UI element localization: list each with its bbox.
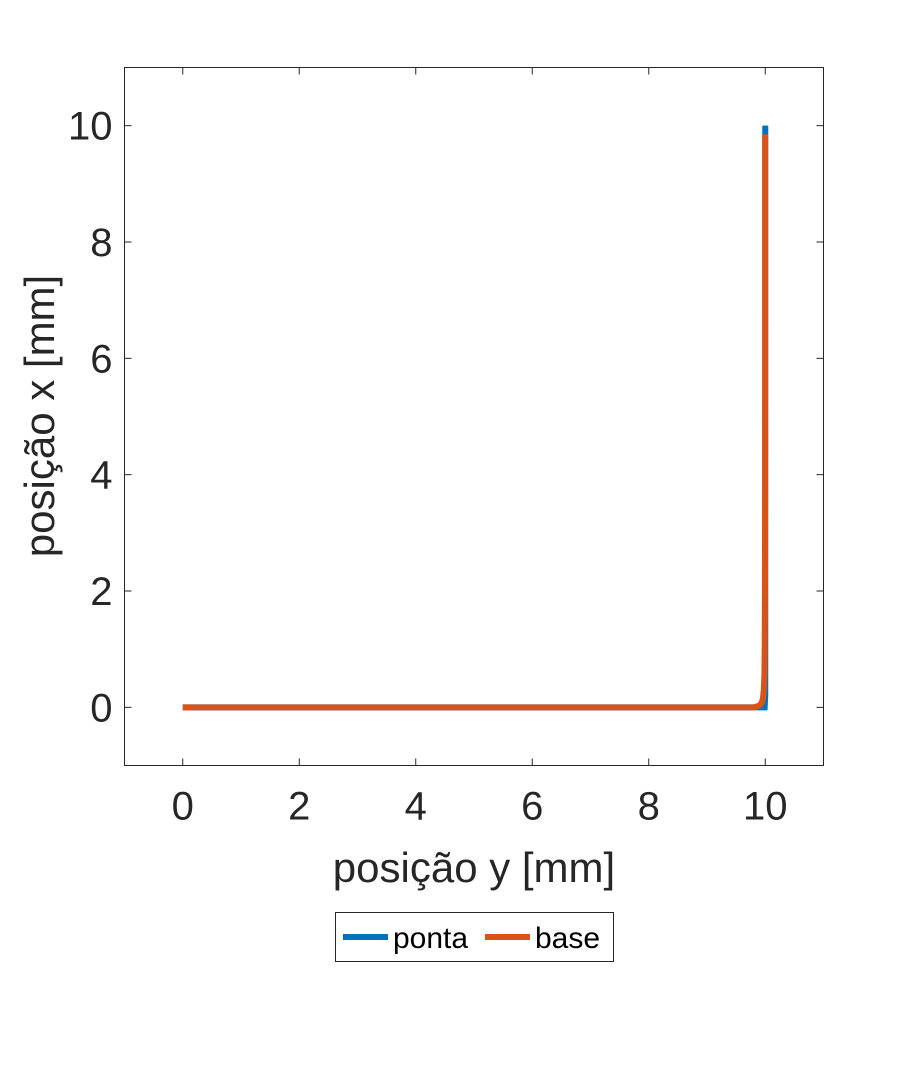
series-layer [182, 125, 769, 711]
x-tick-label: 2 [288, 785, 310, 829]
y-tick-label: 0 [90, 686, 112, 730]
y-tick-label: 10 [68, 105, 113, 149]
x-tick-label: 6 [521, 785, 543, 829]
x-tick-label: 4 [405, 785, 427, 829]
x-tick-label: 10 [743, 785, 788, 829]
y-axis-label: posição x [mm] [16, 275, 63, 557]
x-tick-labels: 0 2 4 6 8 10 [172, 785, 788, 829]
y-tick-label: 6 [90, 337, 112, 381]
tick-marks [124, 67, 824, 766]
y-tick-label: 4 [90, 454, 112, 498]
y-tick-label: 2 [90, 570, 112, 614]
x-axis-label: posição y [mm] [333, 844, 615, 891]
y-tick-labels: 0 2 4 6 8 10 [68, 105, 113, 731]
series-line-base [182, 134, 769, 711]
legend: ponta base [335, 912, 614, 962]
legend-label-base: base [535, 922, 600, 955]
x-tick-label: 8 [638, 785, 660, 829]
plot-area [124, 67, 824, 766]
legend-label-ponta: ponta [393, 922, 468, 955]
y-tick-label: 8 [90, 221, 112, 265]
x-tick-label: 0 [172, 785, 194, 829]
